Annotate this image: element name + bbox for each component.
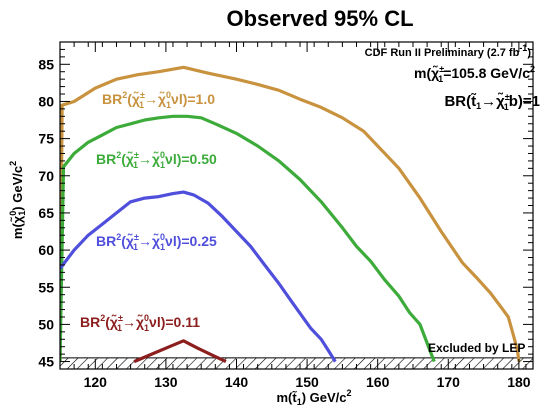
lep-label: Excluded by LEP (428, 341, 525, 355)
y-tick-label: 65 (38, 205, 54, 221)
x-tick-label: 120 (84, 374, 108, 390)
y-tick-label: 75 (38, 131, 54, 147)
series-label-2: BR2(χ̃± 1→χ̃0 1νl)=0.25 (96, 232, 217, 252)
y-tick-label: 55 (38, 279, 54, 295)
chart-title: Observed 95% CL (226, 6, 413, 31)
y-tick-label: 85 (38, 56, 54, 72)
branching-label: BR(t̃1→χ̃± 1b)=1 (444, 92, 540, 112)
x-tick-label: 160 (366, 374, 390, 390)
series-label-3: BR2(χ̃± 1→χ̃0 1νl)=0.11 (80, 313, 200, 333)
series-line-2 (60, 192, 335, 362)
chargino-mass-label: m(χ̃± 1=105.8 GeV/c2 (414, 64, 535, 84)
series-label-1: BR2(χ̃± 1→χ̃0 1νl)=0.50 (96, 150, 217, 170)
x-tick-label: 180 (507, 374, 531, 390)
x-axis-label: m(t̃1) GeV/c2 (276, 388, 351, 407)
y-tick-label: 70 (38, 168, 54, 184)
y-tick-label: 45 (38, 354, 54, 370)
y-tick-label: 60 (38, 242, 54, 258)
x-tick-label: 130 (154, 374, 178, 390)
y-tick-label: 50 (38, 316, 54, 332)
x-tick-label: 170 (437, 374, 461, 390)
x-tick-label: 140 (225, 374, 249, 390)
y-axis-label: m(χ̃01) GeV/c2 (8, 161, 27, 239)
y-tick-label: 80 (38, 93, 54, 109)
series-labels: BR2(χ̃± 1→χ̃0 1νl)=1.0 BR2(χ̃± 1→χ̃0 1νl)=0.5… (80, 90, 217, 333)
series-label-0: BR2(χ̃± 1→χ̃0 1νl)=1.0 (102, 90, 215, 110)
x-tick-label: 150 (295, 374, 319, 390)
